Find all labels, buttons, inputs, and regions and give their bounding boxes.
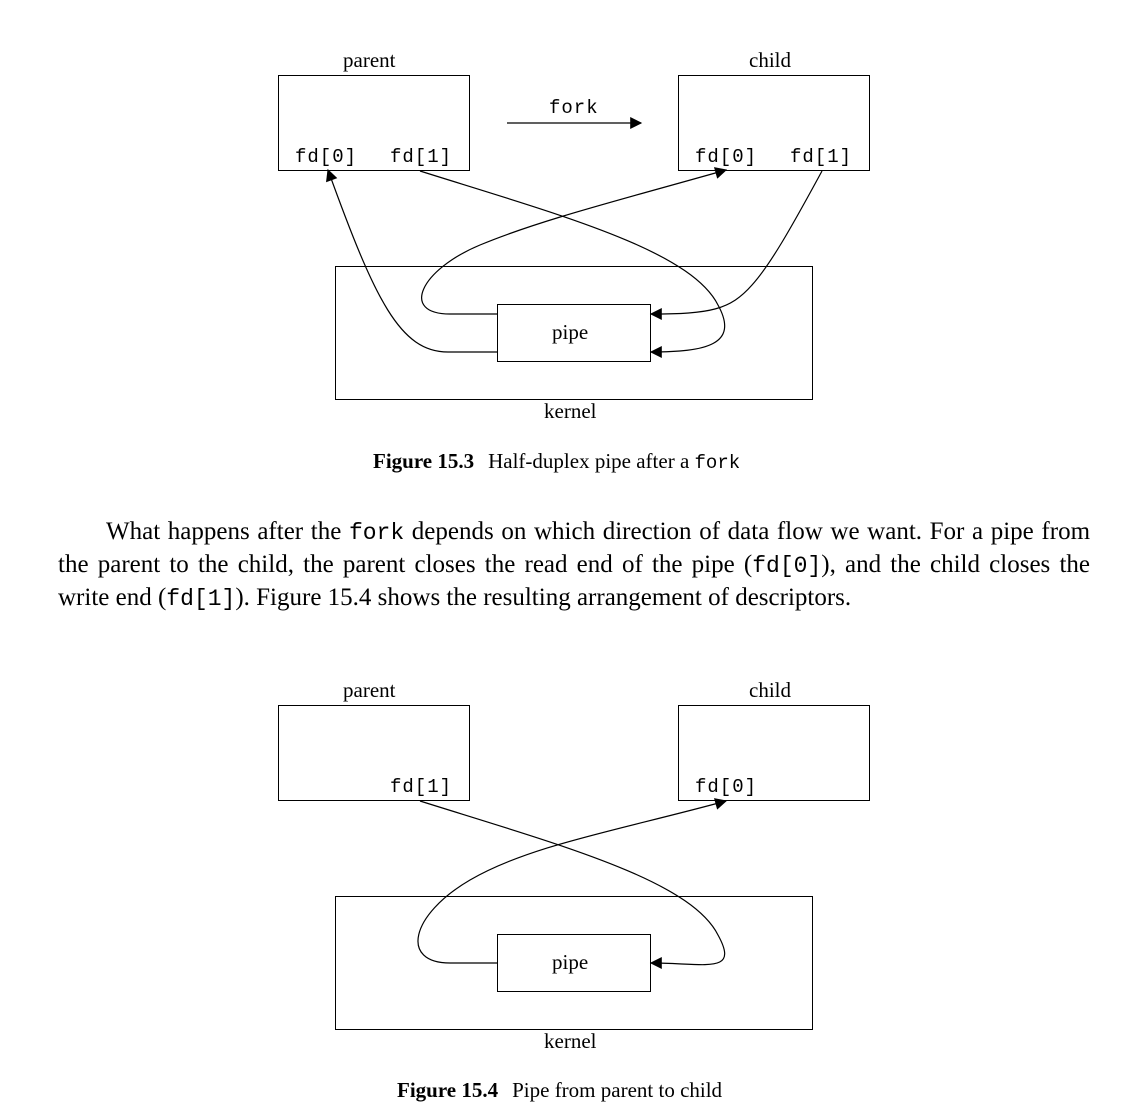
pipe-box <box>497 304 651 362</box>
pipe-to-child-fd0-line <box>421 167 728 315</box>
child-fd0-label: fd[0] <box>695 776 758 798</box>
kernel-label: kernel <box>544 399 597 423</box>
pipe-to-parent-fd0-line <box>326 168 497 353</box>
child-fd0-label: fd[0] <box>695 146 758 168</box>
caption-code: fork <box>694 452 741 474</box>
parent-label: parent <box>343 678 396 702</box>
caption-number: Figure 15.3 <box>373 449 475 473</box>
pipe-label: pipe <box>552 950 589 974</box>
parent-label: parent <box>343 48 396 72</box>
child-label: child <box>749 678 791 702</box>
parent-fd1-label: fd[1] <box>390 146 453 168</box>
body-paragraph: What happens after the fork depends on w… <box>58 516 1090 615</box>
caption-number: Figure 15.4 <box>397 1078 499 1102</box>
parent-fd1-label: fd[1] <box>390 776 453 798</box>
caption-text: Pipe from parent to child <box>512 1078 723 1102</box>
para-text-2: depends on which direction of data flow … <box>58 518 1091 578</box>
child-fd1-to-pipe-line <box>649 170 823 320</box>
child-label: child <box>749 48 791 72</box>
parent-fd0-label: fd[0] <box>295 146 358 168</box>
child-process-box <box>678 705 870 801</box>
parent-fd1-to-pipe-line <box>419 800 726 970</box>
kernel-box <box>335 266 813 400</box>
pipe-to-child-fd0-line <box>417 798 728 964</box>
kernel-box <box>335 896 813 1030</box>
para-code-fd0: fd[0] <box>752 553 822 579</box>
child-process-box <box>678 75 870 171</box>
kernel-label: kernel <box>544 1029 597 1053</box>
child-fd1-label: fd[1] <box>790 146 853 168</box>
figure-15-4-caption: Figure 15.4 Pipe from parent to child <box>397 1080 722 1101</box>
para-text-1: What happens after the <box>106 518 349 545</box>
parent-fd1-to-pipe-line <box>419 170 726 358</box>
parent-process-box <box>278 75 470 171</box>
figure-15-3-caption: Figure 15.3 Half-duplex pipe after a fork <box>373 451 740 473</box>
fork-label: fork <box>549 97 599 119</box>
para-text-3: ), and the child closes the write end ( <box>58 551 1090 611</box>
pipe-label: pipe <box>552 320 589 344</box>
caption-text: Half-duplex pipe after a <box>488 449 690 473</box>
parent-process-box <box>278 705 470 801</box>
para-text-4: ). Figure 15.4 shows the resulting arran… <box>235 584 852 611</box>
para-code-fd1: fd[1] <box>166 586 236 612</box>
para-code-fork: fork <box>348 520 405 546</box>
